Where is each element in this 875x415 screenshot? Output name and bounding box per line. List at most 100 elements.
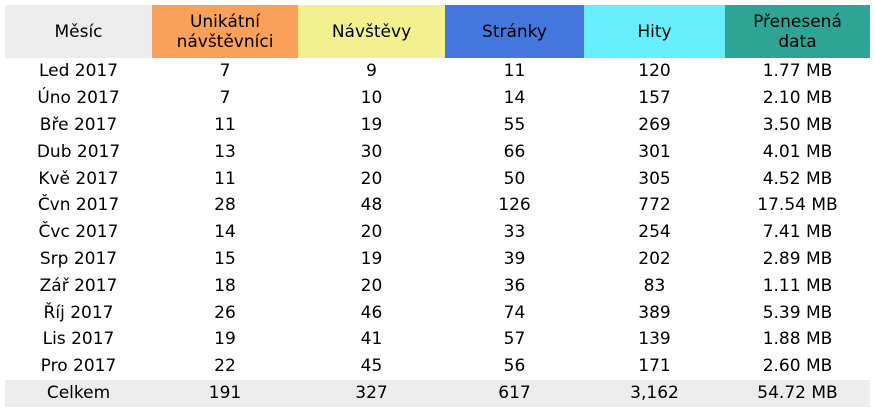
cell: Čvn 2017 [37,195,120,216]
cell: 1.88 MB [762,329,833,350]
cell: Lis 2017 [42,329,115,350]
column-header: Návštěvy [298,5,445,58]
cell: 10 [360,88,383,109]
cell: 19 [360,114,383,135]
cell: 305 [638,168,671,189]
column-header: Hity [584,5,725,58]
header-text: Přenesená data [753,11,842,52]
cell: 74 [503,302,526,323]
header-text: Hity [637,21,672,42]
cell: 20 [360,168,383,189]
cell: 254 [638,222,671,243]
table-row: Pro 2017 22 45 56 171 2.60 MB [5,353,870,380]
cell: 15 [214,248,236,269]
cell: 66 [503,141,526,162]
cell: 1.11 MB [762,275,833,296]
cell: 9 [366,61,377,82]
cell: 14 [503,88,526,109]
header-text: Stránky [482,21,547,42]
cell: Říj 2017 [43,302,114,323]
column-header: Měsíc [5,5,152,58]
cell: 36 [503,275,526,296]
table-row: Říj 2017 26 46 74 389 5.39 MB [5,299,870,326]
cell: 1.77 MB [762,61,833,82]
cell: 11 [503,61,526,82]
cell: 772 [638,195,671,216]
cell: 19 [360,248,383,269]
cell: 7.41 MB [762,222,833,243]
cell: 7 [219,88,231,109]
header-text: Měsíc [54,21,103,42]
cell: 30 [360,141,383,162]
cell: 46 [360,302,383,323]
cell: 11 [214,168,236,189]
column-header: Unikátní návštěvníci [152,5,298,58]
cell: 2.10 MB [762,88,833,109]
cell: 56 [503,356,526,377]
cell: 139 [638,329,671,350]
cell: 327 [298,379,445,407]
cell: Úno 2017 [37,88,120,109]
cell: 4.52 MB [762,168,833,189]
cell: 7 [219,61,231,82]
cell: 22 [214,356,236,377]
cell: 14 [214,222,236,243]
table-row: Úno 2017 7 10 14 157 2.10 MB [5,85,870,112]
cell: 389 [638,302,671,323]
column-header: Přenesená data [725,5,870,58]
table-row: Zář 2017 18 20 36 83 1.11 MB [5,272,870,299]
cell: 2.60 MB [762,356,833,377]
table-row: Kvě 2017 11 20 50 305 4.52 MB [5,165,870,192]
table-row: Dub 2017 13 30 66 301 4.01 MB [5,138,870,165]
column-header: Stránky [445,5,584,58]
cell: 617 [445,379,584,407]
cell: Dub 2017 [36,141,121,162]
cell: 269 [638,114,671,135]
cell: 126 [498,195,531,216]
header-text: Návštěvy [331,21,412,42]
cell: 120 [638,61,671,82]
table-row: Bře 2017 11 19 55 269 3.50 MB [5,112,870,139]
cell: Led 2017 [38,61,119,82]
cell: 48 [360,195,383,216]
cell: 19 [214,329,236,350]
cell: 28 [214,195,236,216]
header-text: Unikátní návštěvníci [176,11,274,52]
table-row: Srp 2017 15 19 39 202 2.89 MB [5,246,870,273]
cell: 3,162 [584,379,725,407]
cell: 202 [638,248,671,269]
cell: Srp 2017 [39,248,118,269]
cell: 39 [503,248,526,269]
cell: Zář 2017 [39,275,118,296]
cell: 3.50 MB [762,114,833,135]
cell: 57 [503,329,526,350]
cell: 20 [360,222,383,243]
cell: 83 [643,275,666,296]
cell: 11 [214,114,236,135]
cell: 2.89 MB [762,248,833,269]
table-row: Led 2017 7 9 11 120 1.77 MB [5,58,870,85]
cell: Celkem [5,379,152,407]
table-row: Lis 2017 19 41 57 139 1.88 MB [5,326,870,353]
table-row: Čvc 2017 14 20 33 254 7.41 MB [5,219,870,246]
stats-table: Měsíc Unikátní návštěvníci Návštěvy Stránky… [5,5,870,407]
table-row: Čvn 2017 28 48 126 772 17.54 MB [5,192,870,219]
cell: Bře 2017 [39,114,118,135]
cell: 41 [360,329,383,350]
table-body: Led 2017 7 9 11 120 1.77 MB Úno 2017 7 10 14 15 7 2.… [5,58,870,407]
cell: 26 [214,302,236,323]
cell: 171 [638,356,671,377]
cell: 20 [360,275,383,296]
cell: 4.01 MB [762,141,833,162]
cell: 45 [360,356,383,377]
cell: 17.54 MB [757,195,838,216]
total: Celkem 191 327 617 3,162 54.72 MB [5,379,870,407]
cell: 191 [152,379,298,407]
cell: Kvě 2017 [38,168,119,189]
cell: Čvc 2017 [38,222,119,243]
cell: 18 [214,275,236,296]
cell: 54.72 MB [725,379,870,407]
cell: 33 [503,222,526,243]
header-row: Měsíc Unikátní návštěvníci Návštěvy Stránky… [5,5,870,58]
